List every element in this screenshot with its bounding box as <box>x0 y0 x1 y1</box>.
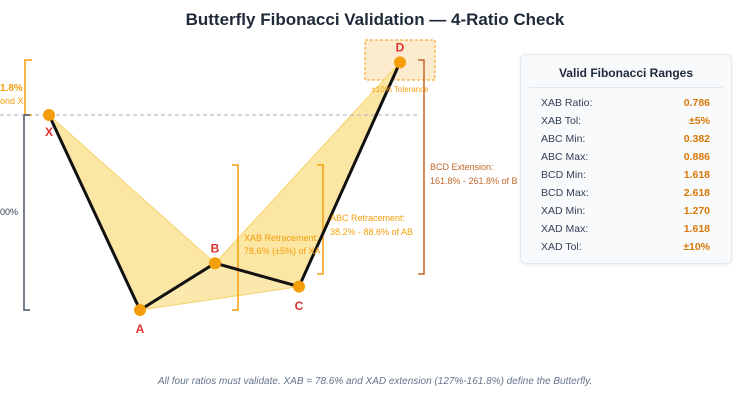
point-b <box>209 257 221 270</box>
abc-bracket <box>317 164 324 275</box>
row-label: XAB Ratio: <box>541 97 593 109</box>
xa-bracket-left <box>23 114 30 311</box>
chart-title: Butterfly Fibonacci Validation — 4-Ratio… <box>185 10 565 29</box>
row-label: XAD Tol: <box>541 241 582 253</box>
xab-bracket <box>232 164 239 311</box>
row-value: 1.618 <box>683 223 710 235</box>
panel-title: Valid Fibonacci Ranges <box>529 55 723 88</box>
xab-bracket-left <box>24 59 32 116</box>
xab-retracement-value: 78.6% (±5%) of XA <box>244 246 320 256</box>
fibonacci-ranges-panel: Valid Fibonacci Ranges XAB Ratio: 0.786 X… <box>520 54 732 264</box>
row-label: XAD Max: <box>541 223 589 235</box>
point-a <box>134 304 146 316</box>
row-label: BCD Max: <box>541 187 589 199</box>
row-label: XAB Tol: <box>541 115 582 127</box>
abc-retracement-label: ABC Retracement: <box>330 213 405 223</box>
xa-partial-label: 00% <box>0 207 18 217</box>
panel-row-bcd-max: BCD Max: 2.618 <box>521 184 731 202</box>
row-label: BCD Min: <box>541 169 586 181</box>
row-value: 0.886 <box>683 151 710 163</box>
point-label-c: C <box>295 299 304 313</box>
panel-row-bcd-min: BCD Min: 1.618 <box>521 166 731 184</box>
row-value: ±5% <box>689 115 710 127</box>
bcd-bracket <box>418 59 425 275</box>
bcd-extension-value: 161.8% - 261.8% of B <box>430 176 518 186</box>
row-value: 1.618 <box>683 169 710 181</box>
bcd-extension-label: BCD Extension: <box>430 162 494 172</box>
point-label-b: B <box>211 241 220 255</box>
point-label-a: A <box>136 322 145 336</box>
point-c <box>293 280 305 293</box>
row-value: 0.786 <box>683 97 710 109</box>
panel-row-abc-min: ABC Min: 0.382 <box>521 130 731 148</box>
row-label: ABC Max: <box>541 151 589 163</box>
footer-note: All four ratios must validate. XAB = 78.… <box>157 376 593 387</box>
row-value: ±10% <box>683 241 710 253</box>
xab-retracement-label: XAB Retracement: <box>244 233 319 243</box>
panel-row-xad-min: XAD Min: 1.270 <box>521 202 731 220</box>
xab-partial-label: 1.8% <box>0 83 23 94</box>
point-x <box>43 109 55 121</box>
xab-partial-sublabel: ond X <box>0 96 24 106</box>
panel-row-xab-tol: XAB Tol: ±5% <box>521 112 731 130</box>
panel-row-xab-ratio: XAB Ratio: 0.786 <box>521 94 731 112</box>
abc-retracement-value: 38.2% - 88.6% of AB <box>330 227 413 237</box>
panel-row-xad-max: XAD Max: 1.618 <box>521 220 731 238</box>
point-label-d: D <box>396 41 405 55</box>
row-value: 2.618 <box>683 187 710 199</box>
row-label: ABC Min: <box>541 133 586 145</box>
panel-row-abc-max: ABC Max: 0.886 <box>521 148 731 166</box>
row-label: XAD Min: <box>541 205 586 217</box>
tolerance-label: ±10% Tolerance <box>371 85 429 94</box>
row-value: 0.382 <box>683 133 710 145</box>
row-value: 1.270 <box>683 205 710 217</box>
point-d <box>394 56 406 69</box>
point-label-x: X <box>45 125 53 139</box>
panel-row-xad-tol: XAD Tol: ±10% <box>521 238 731 256</box>
